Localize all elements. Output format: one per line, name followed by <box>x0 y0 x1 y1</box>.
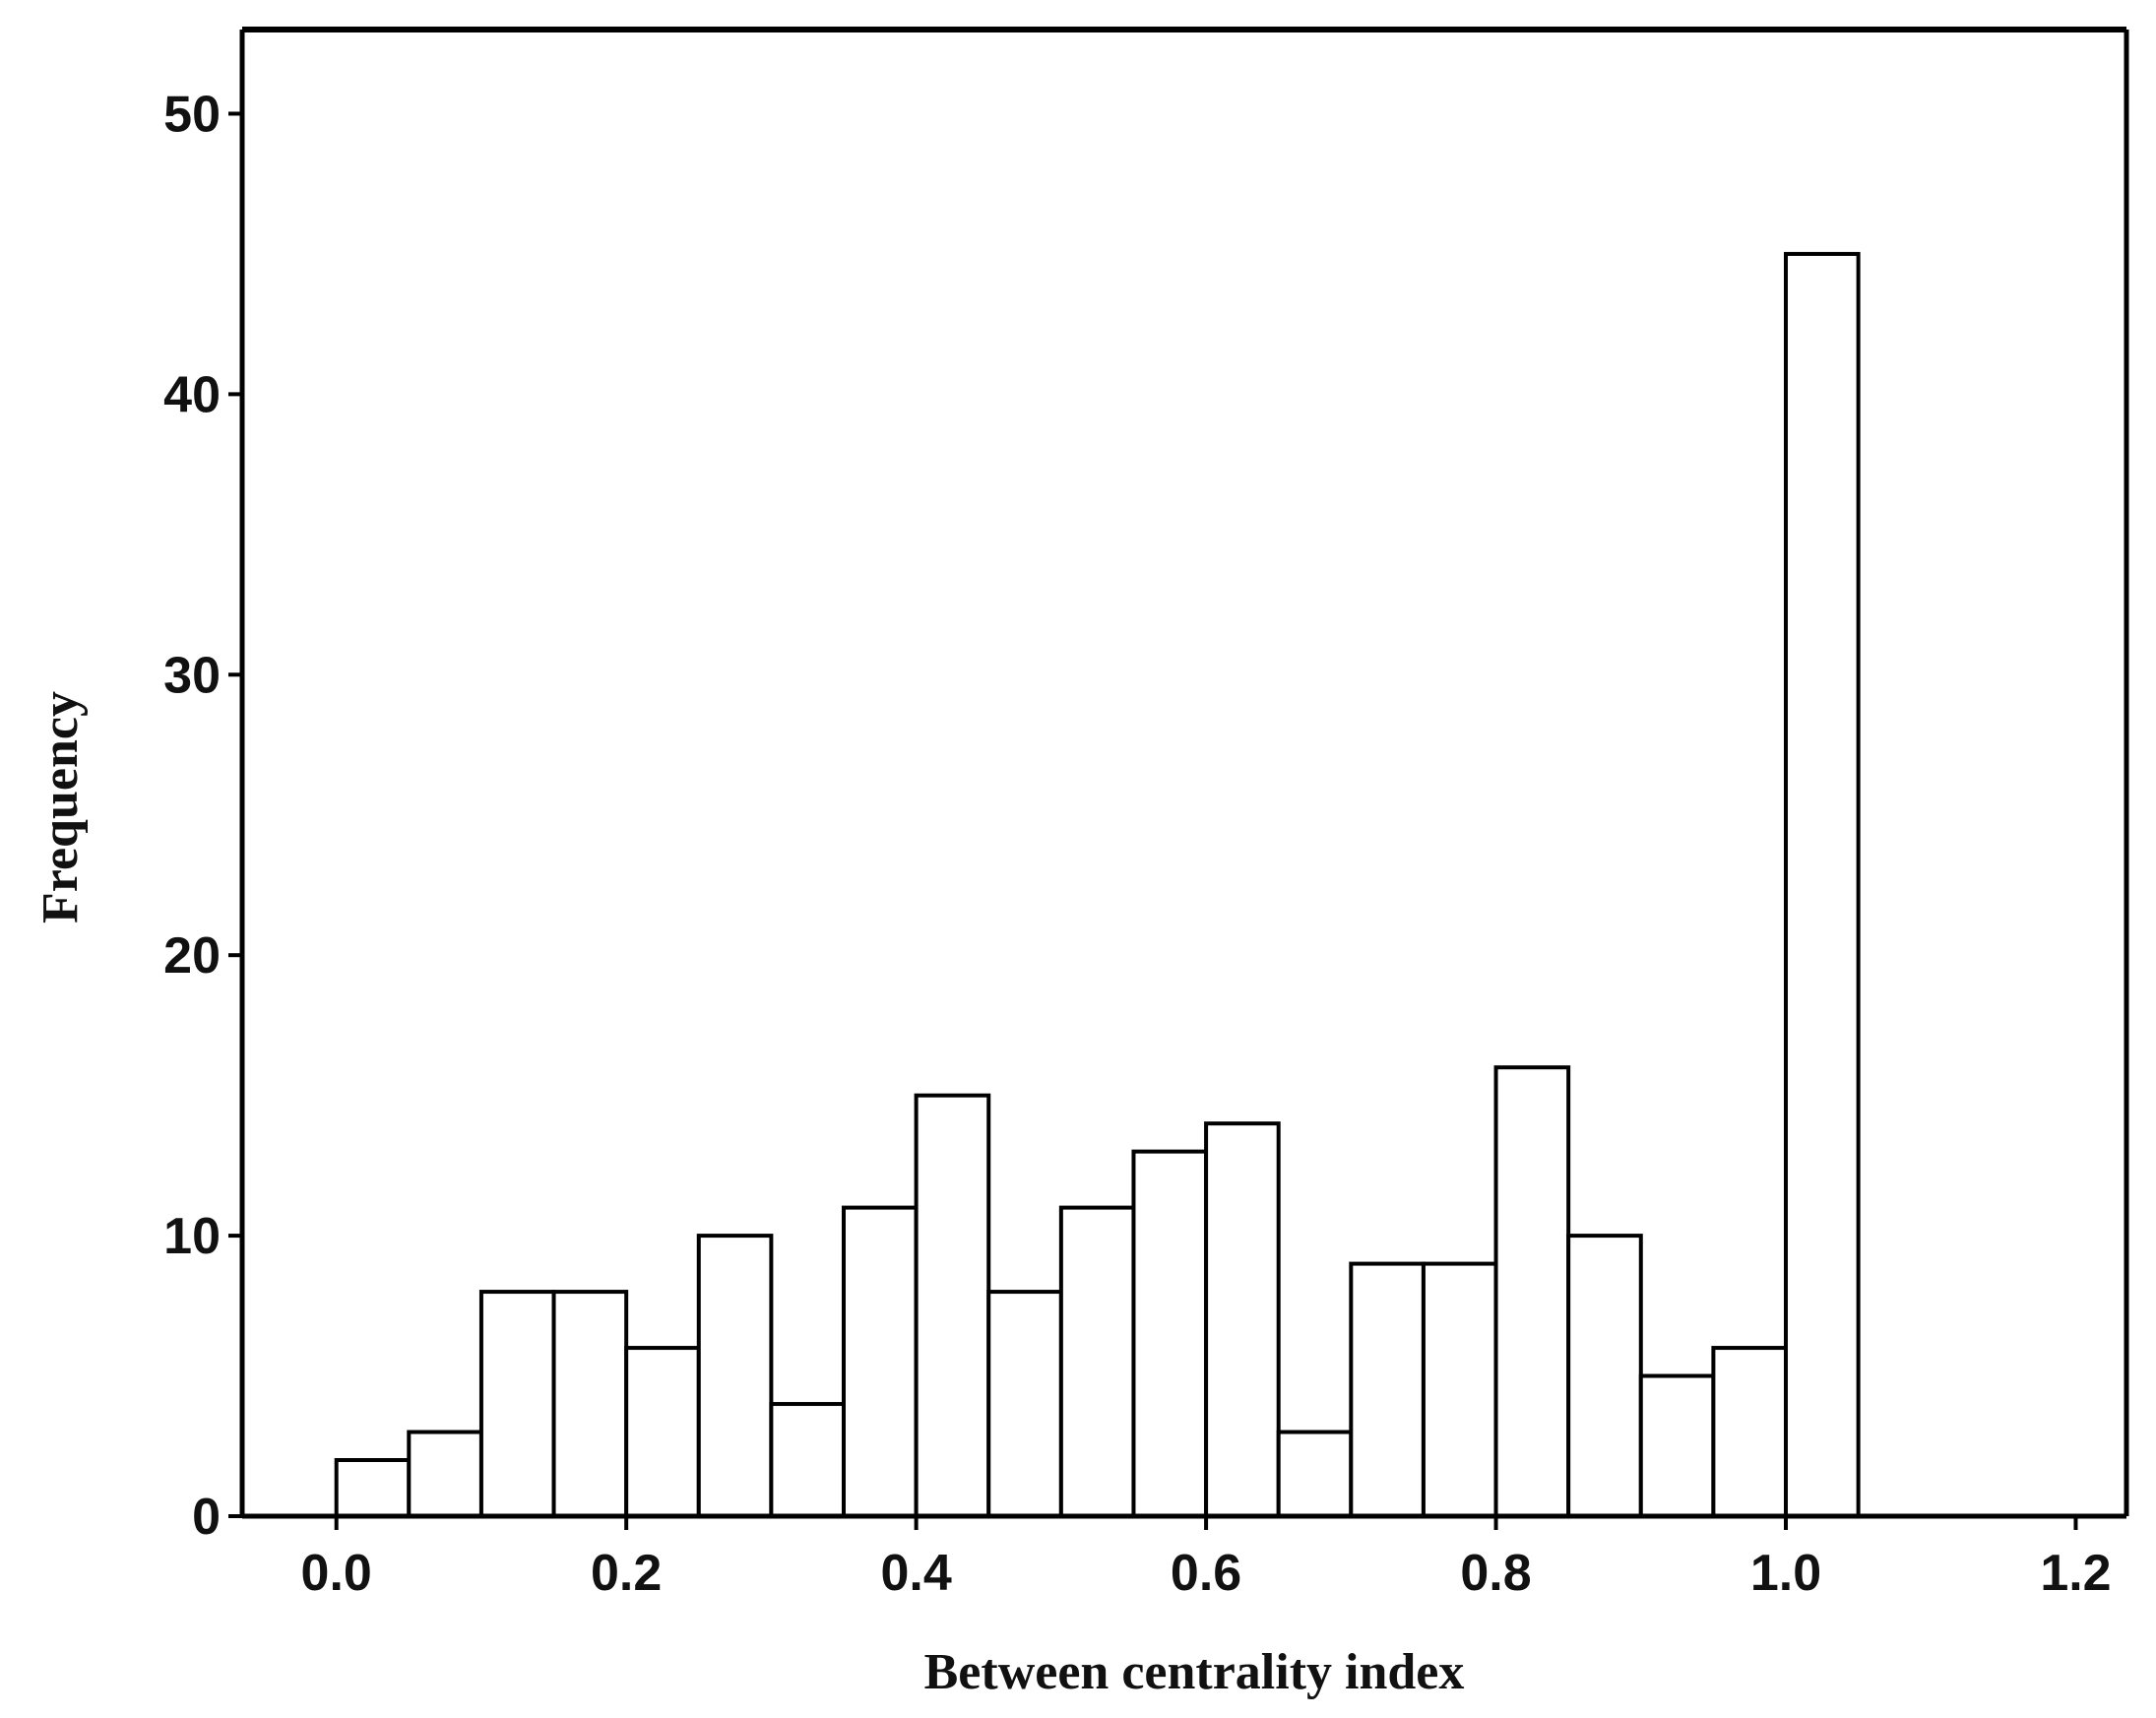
histogram-bar <box>334 1458 412 1519</box>
x-tick-label: 0.4 <box>880 1545 951 1602</box>
histogram-bar <box>1638 1373 1716 1518</box>
y-tick-label: 0 <box>192 1489 221 1546</box>
histogram-bar <box>624 1346 701 1519</box>
histogram-bar <box>1784 251 1861 1518</box>
y-tick-label: 10 <box>163 1208 221 1265</box>
bars-group <box>334 251 1861 1519</box>
y-axis-ticks: 0 10 20 30 40 50 <box>163 86 242 1546</box>
x-tick-label: 1.0 <box>1750 1545 1821 1602</box>
histogram-bar <box>1711 1346 1789 1519</box>
x-tick-label: 0.6 <box>1171 1545 1241 1602</box>
y-tick-label: 30 <box>163 647 221 704</box>
y-axis-label: Frequency <box>32 691 89 923</box>
x-axis-ticks: 0.0 0.2 0.4 0.6 0.8 1.0 1.2 <box>301 1516 2112 1602</box>
histogram-bar <box>842 1205 919 1518</box>
y-tick-label: 40 <box>163 366 221 423</box>
x-axis-label: Between centrality index <box>924 1644 1465 1700</box>
x-tick-label: 0.0 <box>301 1545 372 1602</box>
plot-frame <box>239 27 2129 1519</box>
histogram-bar <box>1421 1261 1498 1519</box>
histogram-bar <box>1058 1205 1136 1518</box>
histogram-bar <box>914 1093 991 1518</box>
histogram-bar <box>407 1430 483 1519</box>
x-tick-label: 1.2 <box>2040 1545 2111 1602</box>
y-tick-label: 50 <box>163 86 221 143</box>
histogram-bar <box>478 1290 556 1518</box>
histogram-bar <box>986 1290 1063 1518</box>
x-tick-label: 0.2 <box>591 1545 662 1602</box>
histogram-bar <box>551 1290 629 1518</box>
histogram-bar <box>1566 1234 1643 1519</box>
x-tick-label: 0.8 <box>1460 1545 1531 1602</box>
histogram-bar <box>1204 1121 1281 1518</box>
histogram-bar <box>1276 1430 1354 1519</box>
histogram-bar <box>1349 1261 1426 1519</box>
y-tick-label: 20 <box>163 927 221 985</box>
histogram-bar <box>696 1234 774 1519</box>
histogram-bar <box>1131 1149 1209 1519</box>
histogram-bar <box>1493 1065 1571 1519</box>
histogram-bar <box>769 1402 847 1518</box>
